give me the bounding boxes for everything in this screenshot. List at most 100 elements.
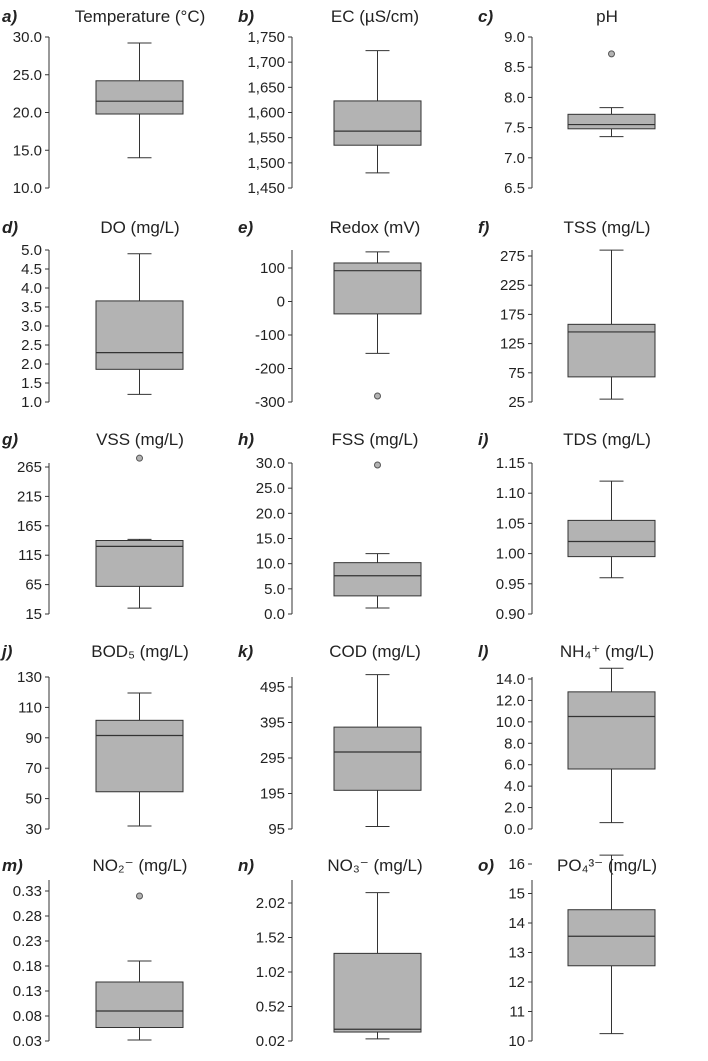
iqr-box [567, 909, 656, 967]
y-tick-label: 70 [25, 760, 42, 777]
iqr-box [333, 100, 422, 146]
y-tick-label: 10.0 [256, 556, 285, 573]
y-tick-label: 0.90 [496, 606, 525, 623]
y-tick-label: 15 [25, 606, 42, 623]
y-tick-label: 8.5 [504, 59, 525, 76]
y-tick-label: 1.05 [496, 515, 525, 532]
iqr-box [567, 691, 656, 770]
panel-j: j) BOD₅ (mg/L) 130 110 90 70 50 30 [0, 642, 189, 838]
y-tick-label: 0.23 [13, 933, 42, 950]
y-tick-label: 2.02 [256, 895, 285, 912]
y-tick-label: 6.0 [504, 757, 525, 774]
panel-label: e) [238, 218, 253, 237]
y-tick-label: 30.0 [13, 29, 42, 46]
panel-label: g) [1, 430, 18, 449]
panel-title: NH₄⁺ (mg/L) [560, 642, 654, 661]
y-tick-label: 4.0 [21, 280, 42, 297]
panel-i: i) TDS (mg/L) 1.15 1.10 1.05 1.00 0.95 0.90 [478, 430, 656, 623]
y-tick-label: 5.0 [264, 581, 285, 598]
y-tick-label: 10.0 [13, 180, 42, 197]
y-tick-label: 1.52 [256, 930, 285, 947]
y-tick-label: 1.02 [256, 964, 285, 981]
outlier-point [136, 892, 143, 900]
y-tick-label: 1.5 [21, 375, 42, 392]
iqr-box [333, 952, 422, 1033]
iqr-box [95, 981, 184, 1028]
y-tick-label: 12 [508, 974, 525, 991]
panel-title: Temperature (°C) [75, 7, 206, 26]
y-tick-label: 125 [500, 336, 525, 353]
y-tick-label: 0.95 [496, 576, 525, 593]
outlier-point [136, 454, 143, 462]
panel-title: Redox (mV) [330, 218, 421, 237]
panel-k: k) COD (mg/L) 495 395 295 195 95 [238, 642, 422, 838]
y-tick-label: 295 [260, 750, 285, 767]
y-tick-label: 30 [25, 821, 42, 838]
y-tick-label: 15.0 [256, 531, 285, 548]
panel-label: m) [2, 856, 23, 875]
panel-title: VSS (mg/L) [96, 430, 184, 449]
outlier-point [374, 461, 381, 469]
y-tick-label: 0.33 [13, 883, 42, 900]
panel-label: i) [478, 430, 489, 449]
y-tick-label: 30.0 [256, 455, 285, 472]
panel-title: PO₄³⁻ (mg/L) [557, 856, 657, 875]
y-tick-label: 90 [25, 730, 42, 747]
panel-title: TSS (mg/L) [564, 218, 651, 237]
iqr-box [333, 726, 422, 791]
y-tick-label: 50 [25, 791, 42, 808]
y-tick-label: 2.5 [21, 337, 42, 354]
y-tick-label: 15.0 [13, 142, 42, 159]
y-tick-label: 3.0 [21, 318, 42, 335]
outlier-point [608, 50, 615, 58]
panel-label: j) [0, 642, 13, 661]
y-tick-label: 165 [17, 518, 42, 535]
y-tick-label: 100 [260, 260, 285, 277]
y-tick-label: 13 [508, 945, 525, 962]
y-tick-label: 115 [18, 547, 42, 564]
y-tick-label: 8.0 [504, 89, 525, 106]
y-tick-label: 130 [17, 669, 42, 686]
y-tick-label: 1,600 [247, 105, 285, 122]
panel-label: b) [238, 7, 254, 26]
y-tick-label: 1,700 [247, 54, 285, 71]
panel-title: DO (mg/L) [100, 218, 179, 237]
iqr-box [95, 80, 184, 115]
y-tick-label: 1,450 [247, 180, 285, 197]
y-tick-label: 0.03 [13, 1033, 42, 1050]
panel-label: a) [2, 7, 17, 26]
y-tick-label: 0.0 [264, 606, 285, 623]
panel-g: g) VSS (mg/L) 265 215 165 115 65 15 [1, 430, 184, 623]
y-tick-label: 495 [260, 679, 285, 696]
y-tick-label: 65 [25, 577, 42, 594]
panel-title: FSS (mg/L) [332, 430, 419, 449]
panel-title: TDS (mg/L) [563, 430, 651, 449]
panel-h: h) FSS (mg/L) 30.0 25.0 20.0 15.0 10.0 5.0 0.0 [238, 430, 422, 623]
iqr-box [567, 113, 656, 130]
panel-label: n) [238, 856, 254, 875]
panel-n: n) NO₃⁻ (mg/L) 2.02 1.52 1.02 0.52 0.02 [238, 856, 423, 1050]
y-tick-label: -300 [255, 394, 285, 411]
y-tick-label: 110 [18, 699, 42, 716]
panel-l: l) NH₄⁺ (mg/L) 14.0 12.0 10.0 8.0 6.0 4.0 2.0 0.0 [478, 642, 656, 838]
y-tick-label: 14 [508, 915, 525, 932]
y-tick-label: -100 [255, 327, 285, 344]
panel-title: NO₃⁻ (mg/L) [327, 856, 422, 875]
y-tick-label: 395 [260, 715, 285, 732]
y-tick-label: 7.0 [504, 150, 525, 167]
y-tick-label: 1.15 [496, 455, 525, 472]
panel-d: d) DO (mg/L) 5.0 4.5 4.0 3.5 3.0 2.5 2.0 1.5 1.0 [2, 218, 184, 411]
y-tick-label: 1.0 [21, 394, 42, 411]
y-tick-label: 75 [508, 365, 525, 382]
outlier-point [374, 392, 381, 400]
panel-c: c) pH 9.0 8.5 8.0 7.5 7.0 6.5 [478, 7, 656, 197]
panel-label: d) [2, 218, 18, 237]
y-tick-label: -200 [255, 361, 285, 378]
y-tick-label: 225 [500, 277, 525, 294]
iqr-box [95, 719, 184, 793]
y-tick-label: 0.52 [256, 999, 285, 1016]
y-tick-label: 95 [268, 821, 285, 838]
y-tick-label: 8.0 [504, 735, 525, 752]
